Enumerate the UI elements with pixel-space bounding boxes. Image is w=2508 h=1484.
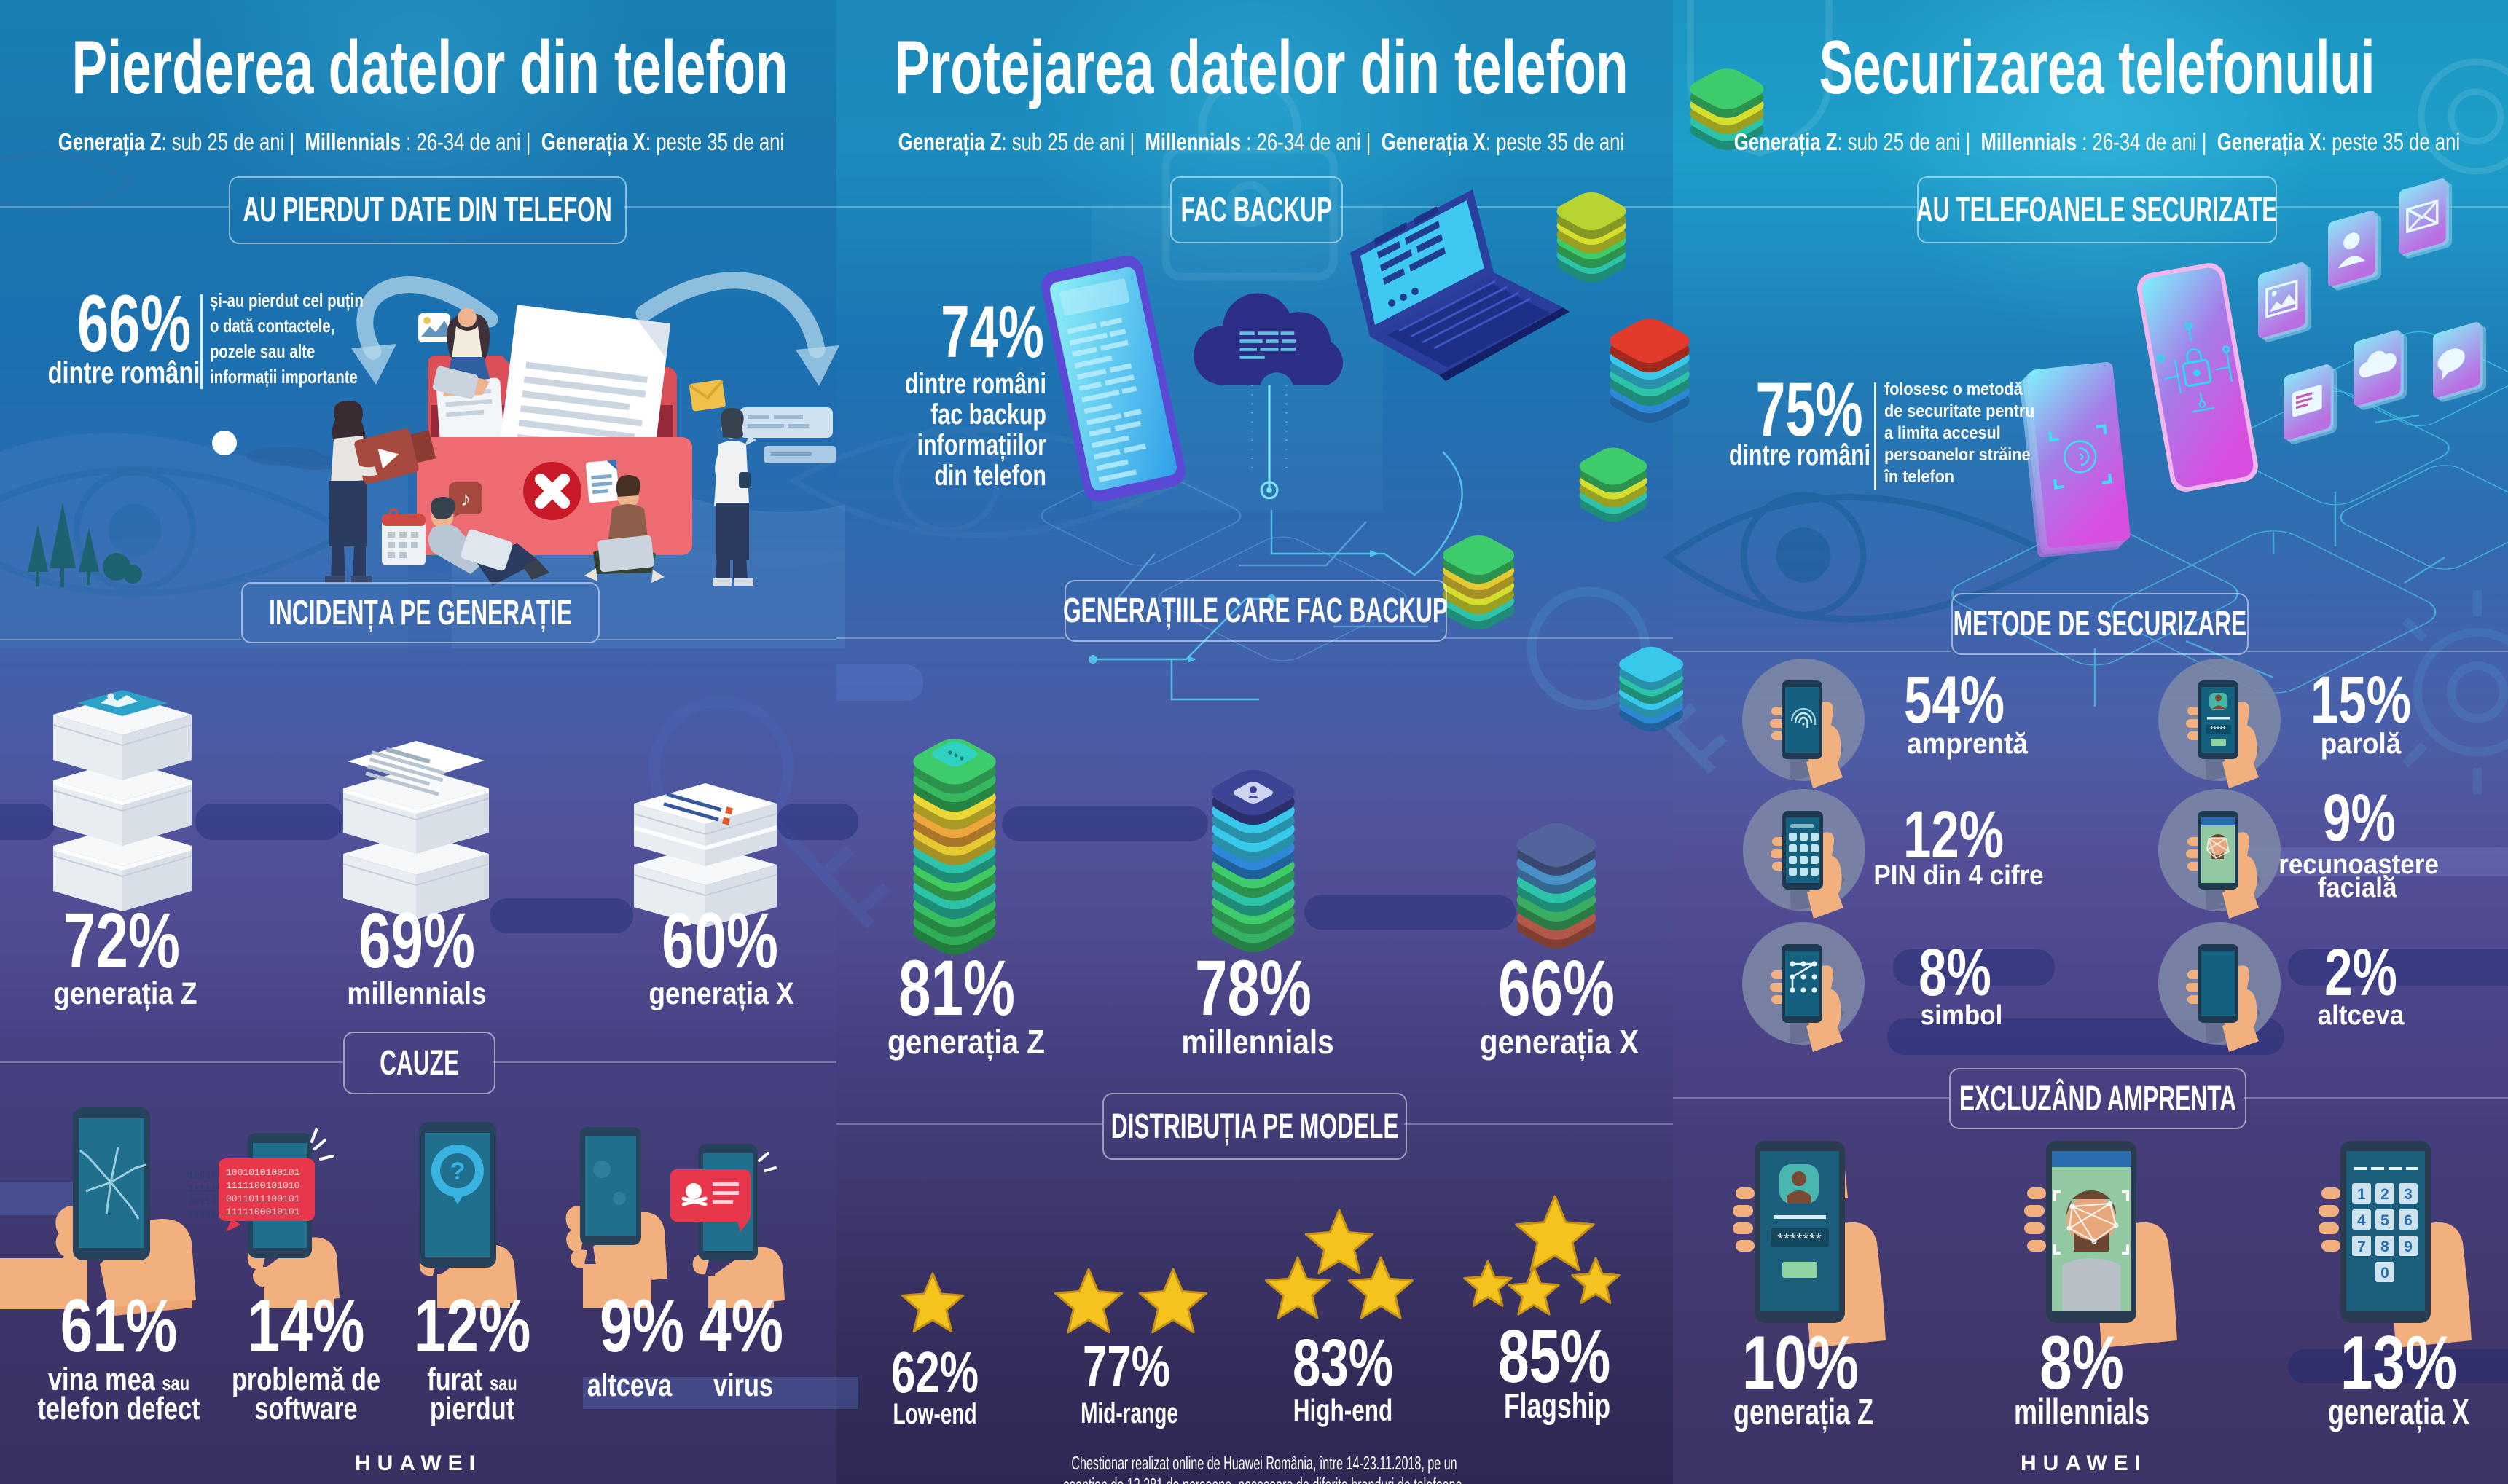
svg-text:7: 7 xyxy=(2357,1238,2366,1255)
svg-text:1: 1 xyxy=(2357,1186,2366,1203)
svg-text:1111100010101: 1111100010101 xyxy=(226,1206,300,1217)
svg-text:3: 3 xyxy=(2404,1186,2413,1203)
svg-text:*******: ******* xyxy=(1777,1231,1822,1247)
svg-text:5: 5 xyxy=(2380,1212,2389,1229)
svg-text:9: 9 xyxy=(2404,1238,2413,1255)
svg-text:2: 2 xyxy=(2380,1186,2389,1203)
svg-text:♪: ♪ xyxy=(461,487,471,510)
svg-text:1001010100101: 1001010100101 xyxy=(226,1167,300,1178)
svg-text:1111100101010: 1111100101010 xyxy=(226,1180,299,1191)
svg-text:0011011100101: 0011011100101 xyxy=(226,1193,300,1204)
svg-text:8: 8 xyxy=(2380,1238,2389,1255)
svg-text:*****: ***** xyxy=(2210,726,2226,734)
svg-text:4: 4 xyxy=(2357,1212,2366,1229)
svg-text:6: 6 xyxy=(2404,1212,2413,1229)
svg-text:?: ? xyxy=(450,1158,466,1185)
svg-text:0: 0 xyxy=(2380,1265,2389,1281)
